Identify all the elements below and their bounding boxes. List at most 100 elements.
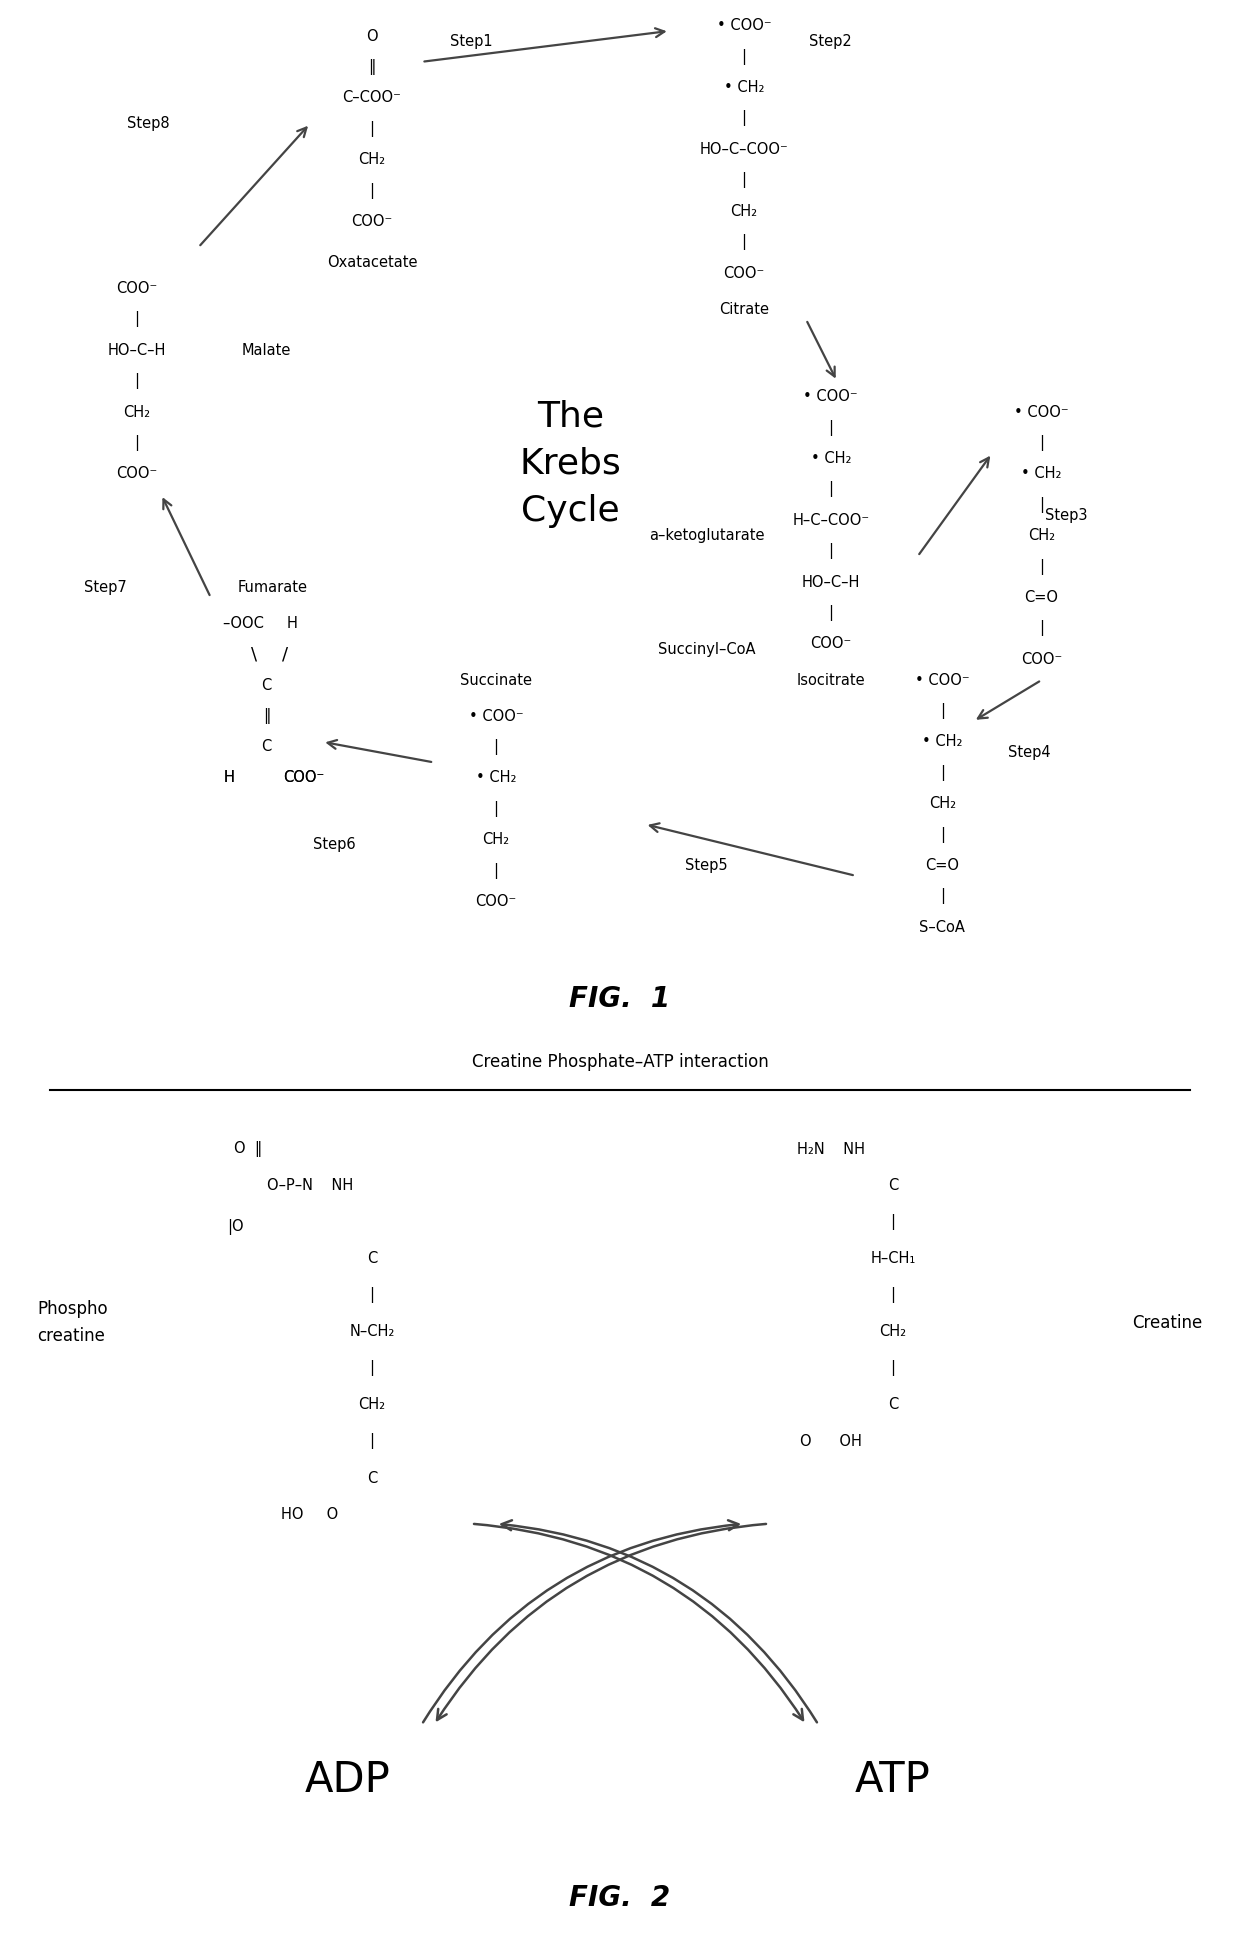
Text: |: | xyxy=(494,801,498,816)
Text: |: | xyxy=(370,1361,374,1376)
Text: ADP: ADP xyxy=(304,1759,391,1800)
Text: Succinyl–CoA: Succinyl–CoA xyxy=(658,642,755,657)
Text: |: | xyxy=(828,482,833,498)
Text: COO⁻: COO⁻ xyxy=(723,266,765,280)
Text: • CH₂: • CH₂ xyxy=(476,770,516,785)
Text: Creatine: Creatine xyxy=(1132,1314,1203,1332)
Text: |: | xyxy=(134,311,139,327)
Text: • CH₂: • CH₂ xyxy=(1022,467,1061,482)
Text: C=O: C=O xyxy=(1024,591,1059,605)
Text: |: | xyxy=(828,605,833,620)
Text: • CH₂: • CH₂ xyxy=(811,451,851,467)
Text: |: | xyxy=(890,1361,895,1376)
Text: Step3: Step3 xyxy=(1045,507,1087,523)
Text: FIG.  2: FIG. 2 xyxy=(569,1884,671,1913)
Text: |: | xyxy=(890,1287,895,1302)
Text: Step1: Step1 xyxy=(450,33,492,49)
Text: H–C–COO⁻: H–C–COO⁻ xyxy=(792,513,869,529)
Text: C: C xyxy=(262,739,272,754)
Text: Isocitrate: Isocitrate xyxy=(796,673,866,688)
Text: |: | xyxy=(940,888,945,904)
Text: C=O: C=O xyxy=(925,857,960,873)
Text: |: | xyxy=(1039,558,1044,575)
Text: C: C xyxy=(367,1470,377,1485)
Text: |: | xyxy=(742,233,746,251)
Text: |: | xyxy=(828,542,833,560)
Text: CH₂: CH₂ xyxy=(123,404,150,420)
Text: • COO⁻: • COO⁻ xyxy=(717,17,771,33)
Text: HO–C–H: HO–C–H xyxy=(801,575,861,589)
Text: |: | xyxy=(742,49,746,64)
Text: /: / xyxy=(283,645,288,663)
Text: \: \ xyxy=(252,645,257,663)
Text: CH₂: CH₂ xyxy=(358,152,386,167)
Text: |: | xyxy=(370,1433,374,1450)
Text: |: | xyxy=(940,764,945,781)
Text: COO⁻: COO⁻ xyxy=(283,770,325,785)
Text: ATP: ATP xyxy=(854,1759,931,1800)
Text: CH₂: CH₂ xyxy=(730,204,758,220)
Text: COO⁻: COO⁻ xyxy=(1021,651,1063,667)
Text: COO⁻: COO⁻ xyxy=(115,467,157,482)
Text: Step7: Step7 xyxy=(84,579,126,595)
Text: O  ‖: O ‖ xyxy=(234,1141,262,1157)
Text: • COO⁻: • COO⁻ xyxy=(915,673,970,688)
Text: a–ketoglutarate: a–ketoglutarate xyxy=(649,529,765,542)
Text: |: | xyxy=(1039,498,1044,513)
Text: C–COO⁻: C–COO⁻ xyxy=(342,89,402,105)
Text: |: | xyxy=(370,1287,374,1302)
Text: –OOC     H: –OOC H xyxy=(223,616,298,632)
Text: |: | xyxy=(1039,435,1044,451)
Text: CH₂: CH₂ xyxy=(482,832,510,848)
Text: S–CoA: S–CoA xyxy=(920,920,965,935)
Text: O      OH: O OH xyxy=(800,1435,862,1448)
Text: ‖: ‖ xyxy=(368,58,376,76)
Text: HO–C–COO⁻: HO–C–COO⁻ xyxy=(699,142,789,157)
Text: |: | xyxy=(742,173,746,189)
Text: • COO⁻: • COO⁻ xyxy=(804,389,858,404)
Text: |: | xyxy=(1039,620,1044,636)
Text: The
Krebs
Cycle: The Krebs Cycle xyxy=(520,399,621,529)
Text: Fumarate: Fumarate xyxy=(238,579,308,595)
Text: |: | xyxy=(940,826,945,842)
Text: |: | xyxy=(494,863,498,879)
Text: Citrate: Citrate xyxy=(719,301,769,317)
Text: H: H xyxy=(224,770,234,785)
Text: FIG.  1: FIG. 1 xyxy=(569,986,671,1013)
Text: Malate: Malate xyxy=(242,342,291,358)
Text: Step8: Step8 xyxy=(128,117,170,130)
Text: COO⁻: COO⁻ xyxy=(810,636,852,651)
Text: • CH₂: • CH₂ xyxy=(923,735,962,748)
Text: Succinate: Succinate xyxy=(460,673,532,688)
Text: Step4: Step4 xyxy=(1008,745,1050,760)
Text: N–CH₂: N–CH₂ xyxy=(350,1324,394,1339)
Text: |O: |O xyxy=(227,1219,244,1234)
Text: |: | xyxy=(370,183,374,198)
Text: |: | xyxy=(742,111,746,126)
Text: |: | xyxy=(828,420,833,435)
Text: Creatine Phosphate–ATP interaction: Creatine Phosphate–ATP interaction xyxy=(471,1054,769,1071)
Text: H–CH₁: H–CH₁ xyxy=(870,1252,915,1266)
Text: Oxatacetate: Oxatacetate xyxy=(327,255,417,270)
Text: C: C xyxy=(262,678,272,692)
Text: CH₂: CH₂ xyxy=(879,1324,906,1339)
Text: • COO⁻: • COO⁻ xyxy=(469,708,523,723)
Text: Step2: Step2 xyxy=(810,33,852,49)
Text: COO⁻: COO⁻ xyxy=(475,894,517,910)
Text: HO–C–H: HO–C–H xyxy=(107,342,166,358)
Text: C: C xyxy=(367,1252,377,1266)
Text: |: | xyxy=(370,121,374,136)
Text: O–P–N    NH: O–P–N NH xyxy=(267,1178,353,1194)
Text: H₂N    NH: H₂N NH xyxy=(797,1141,864,1157)
Text: C: C xyxy=(888,1178,898,1194)
Text: COO⁻: COO⁻ xyxy=(283,770,325,785)
Text: COO⁻: COO⁻ xyxy=(115,282,157,295)
Text: |: | xyxy=(890,1215,895,1231)
Text: H: H xyxy=(224,770,234,785)
Text: ‖: ‖ xyxy=(263,708,270,723)
Text: CH₂: CH₂ xyxy=(929,797,956,811)
Text: Step6: Step6 xyxy=(314,838,356,851)
Text: |: | xyxy=(134,435,139,451)
Text: • COO⁻: • COO⁻ xyxy=(1014,404,1069,420)
Text: |: | xyxy=(494,739,498,754)
